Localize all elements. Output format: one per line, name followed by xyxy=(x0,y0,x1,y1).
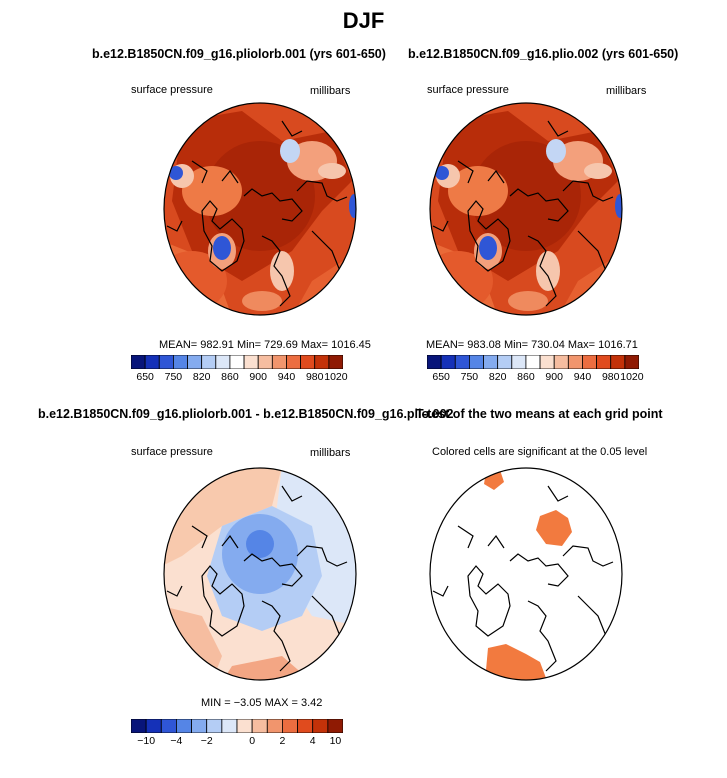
panel1-colorbar-cell xyxy=(144,355,160,369)
panel3-colorbar-cell xyxy=(297,719,314,733)
panel3-colorbar-cell xyxy=(160,719,177,733)
panel3-units-label: millibars xyxy=(310,447,351,459)
panel2-colorbar-cell xyxy=(469,355,484,369)
panel2-colorbar-cell xyxy=(624,355,639,369)
panel2-colorbar-tick-label: 650 xyxy=(432,371,450,383)
panel3-colorbar-tick-label: 4 xyxy=(309,735,316,747)
panel3-colorbar-cell xyxy=(266,719,283,733)
panel1-colorbar-cell xyxy=(257,355,273,369)
panel3-colorbar-cell xyxy=(282,719,298,733)
panel3-title: b.e12.B1850CN.f09_g16.pliolorb.001 - b.e… xyxy=(38,407,454,421)
panel4-title: T-test of the two means at each grid poi… xyxy=(416,407,663,421)
panel1-colorbar-cell xyxy=(314,355,330,369)
panel1-colorbar-tick-label: 750 xyxy=(164,371,183,383)
panel3-colorbar-tick-label: 2 xyxy=(279,735,286,747)
panel1-colorbar-cell xyxy=(158,355,174,369)
panel1-colorbar-cell xyxy=(187,355,203,369)
panel2-colorbar-cell xyxy=(440,355,456,369)
panel2-colorbar-cell xyxy=(567,355,583,369)
figure-title: DJF xyxy=(342,8,385,33)
panel3-map xyxy=(163,467,357,681)
panel2-colorbar-tick-label: 940 xyxy=(573,371,592,383)
panel2-colorbar-cell xyxy=(483,355,499,369)
panel1-colorbar-tick-label: 900 xyxy=(249,371,267,383)
panel3-colorbar-cell xyxy=(236,719,253,733)
panel1-map xyxy=(163,102,357,316)
panel2-variable-label: surface pressure xyxy=(427,84,509,96)
panel3-stats: MIN = −3.05 MAX = 3.42 xyxy=(201,697,323,709)
panel3-colorbar-cell xyxy=(327,719,343,733)
panel3-colorbar-tick-label: 10 xyxy=(329,735,342,747)
panel3-colorbar-cell xyxy=(145,719,162,733)
panel2-colorbar-cell xyxy=(596,355,612,369)
panel3-colorbar xyxy=(131,719,343,733)
panel1-colorbar-cell xyxy=(328,355,343,369)
panel1-colorbar-tick-label: 650 xyxy=(136,371,154,383)
panel1-title: b.e12.B1850CN.f09_g16.pliolorb.001 (yrs … xyxy=(92,47,386,61)
panel3-colorbar-cell xyxy=(251,719,268,733)
panel3-colorbar-cell xyxy=(191,719,208,733)
panel2-colorbar xyxy=(427,355,639,369)
panel1-units-label: millibars xyxy=(310,85,351,97)
panel3-colorbar-cell xyxy=(221,719,238,733)
panel1-colorbar-cell xyxy=(131,355,146,369)
panel1-colorbar-tick-label: 980 xyxy=(305,371,324,383)
panel2-colorbar-tick-label: 820 xyxy=(488,371,507,383)
panel1-colorbar-cell xyxy=(173,355,188,369)
panel1-colorbar-tick-label: 940 xyxy=(277,371,296,383)
panel3-colorbar-tick-label: 0 xyxy=(249,735,256,747)
panel3-colorbar-cell xyxy=(131,719,147,733)
panel2-title: b.e12.B1850CN.f09_g16.plio.002 (yrs 601-… xyxy=(408,47,679,61)
panel1-colorbar-tick-label: 1020 xyxy=(324,371,348,383)
panel2-stats: MEAN= 983.08 Min= 730.04 Max= 1016.71 xyxy=(426,339,638,351)
panel2-colorbar-cell xyxy=(497,355,513,369)
panel1-colorbar-tick-label: 860 xyxy=(221,371,239,383)
panel3-colorbar-tick-label: −10 xyxy=(137,735,156,747)
panel2-colorbar-tick-label: 980 xyxy=(601,371,620,383)
panel1-colorbar-cell xyxy=(201,355,217,369)
panel1-colorbar xyxy=(131,355,343,369)
panel1-colorbar-cell xyxy=(300,355,316,369)
panel2-colorbar-cell xyxy=(539,355,555,369)
panel4-note: Colored cells are significant at the 0.0… xyxy=(432,446,648,458)
panel2-colorbar-tick-label: 750 xyxy=(460,371,479,383)
panel2-colorbar-cell xyxy=(553,355,569,369)
panel3-variable-label: surface pressure xyxy=(131,446,213,458)
panel3-colorbar-cell xyxy=(206,719,223,733)
panel1-colorbar-cell xyxy=(229,355,245,369)
panel1-colorbar-tick-label: 820 xyxy=(192,371,211,383)
panel2-colorbar-tick-label: 900 xyxy=(545,371,563,383)
panel2-colorbar-cell xyxy=(610,355,626,369)
panel4-map xyxy=(429,467,623,681)
panel2-colorbar-cell xyxy=(525,355,541,369)
panel2-units-label: millibars xyxy=(606,85,647,97)
panel2-colorbar-tick-label: 1020 xyxy=(620,371,644,383)
panel3-colorbar-tick-label: −2 xyxy=(200,735,213,747)
panel1-variable-label: surface pressure xyxy=(131,84,213,96)
panel2-colorbar-cell xyxy=(582,355,598,369)
panel1-stats: MEAN= 982.91 Min= 729.69 Max= 1016.45 xyxy=(159,339,371,351)
panel1-colorbar-cell xyxy=(286,355,302,369)
panel2-map xyxy=(429,102,623,316)
panel1-colorbar-cell xyxy=(243,355,259,369)
panel3-colorbar-tick-label: −4 xyxy=(170,735,183,747)
panel2-colorbar-cell xyxy=(454,355,470,369)
panel1-colorbar-cell xyxy=(215,355,231,369)
panel1-colorbar-cell xyxy=(271,355,287,369)
panel3-colorbar-cell xyxy=(312,719,329,733)
panel2-colorbar-tick-label: 860 xyxy=(517,371,535,383)
panel2-colorbar-cell xyxy=(427,355,442,369)
panel2-colorbar-cell xyxy=(511,355,527,369)
panel3-colorbar-cell xyxy=(176,719,192,733)
